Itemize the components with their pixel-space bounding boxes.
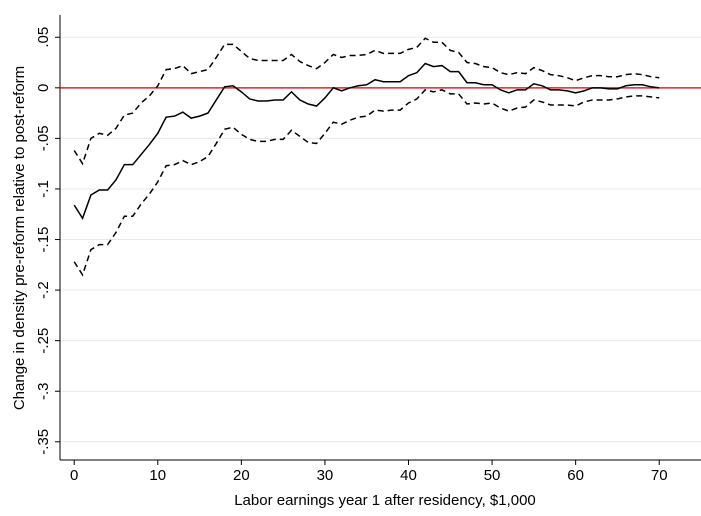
y-tick-label: -.05 xyxy=(35,125,52,151)
y-tick-label: -.15 xyxy=(35,227,52,253)
series-line xyxy=(73,89,660,277)
y-tick-label: -.3 xyxy=(35,382,52,400)
x-tick-label: 70 xyxy=(651,467,668,484)
x-axis-title: Labor earnings year 1 after residency, $… xyxy=(234,492,536,509)
x-tick-label: 60 xyxy=(567,467,584,484)
y-tick-label: -.35 xyxy=(35,429,52,455)
x-tick-label: 50 xyxy=(484,467,501,484)
x-tick-label: 30 xyxy=(317,467,334,484)
y-tick-label: .05 xyxy=(35,27,52,48)
x-tick-label: 20 xyxy=(233,467,250,484)
x-tick-label: 10 xyxy=(149,467,166,484)
y-tick-label: -.2 xyxy=(35,281,52,299)
y-axis-title: Change in density pre-reform relative to… xyxy=(11,66,28,410)
y-tick-label: -.1 xyxy=(35,180,52,198)
x-tick-label: 0 xyxy=(70,467,78,484)
series-line xyxy=(73,37,660,166)
y-tick-label: -.25 xyxy=(35,328,52,354)
series-line xyxy=(73,62,660,220)
x-tick-label: 40 xyxy=(400,467,417,484)
y-tick-label: 0 xyxy=(35,84,52,92)
